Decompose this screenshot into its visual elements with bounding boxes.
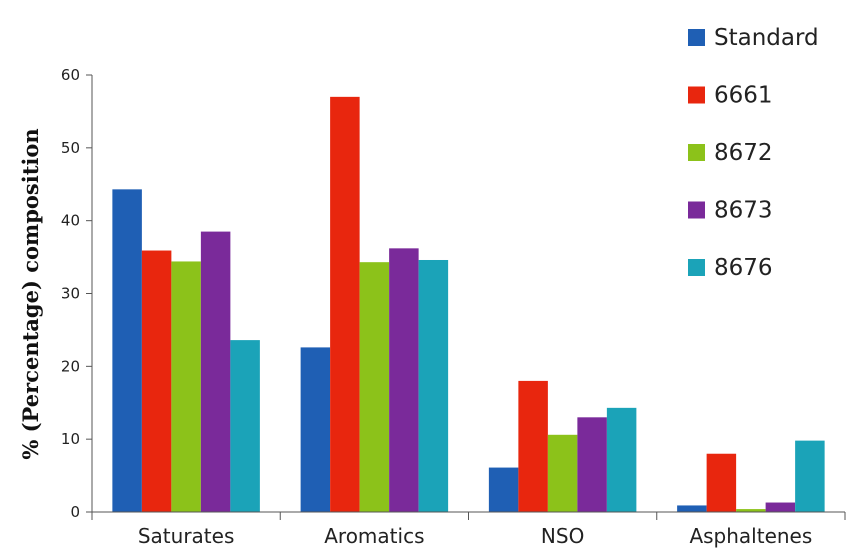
- legend-swatch: [688, 86, 705, 104]
- bar-8673-saturates: [200, 231, 231, 512]
- bar-6661-asphaltenes: [706, 453, 737, 512]
- x-category-label: Asphaltenes: [689, 524, 812, 548]
- bar-standard-saturates: [112, 189, 142, 512]
- bar-6661-aromatics: [330, 96, 360, 512]
- bar-8673-asphaltenes: [765, 502, 796, 512]
- bar-8676-nso: [606, 407, 637, 512]
- y-tick-label: 60: [61, 66, 80, 84]
- legend-swatch: [688, 201, 705, 219]
- bar-8676-aromatics: [418, 259, 449, 512]
- y-axis-label: % (Percentage) composition: [18, 128, 43, 459]
- x-category-label: Saturates: [138, 524, 235, 548]
- legend-swatch: [688, 29, 705, 46]
- legend-label: 8676: [714, 255, 773, 281]
- x-category-label: Aromatics: [324, 524, 424, 548]
- y-tick-label: 40: [61, 212, 80, 230]
- bar-8672-asphaltenes: [736, 509, 766, 512]
- bar-8676-saturates: [230, 340, 260, 512]
- y-tick-label: 30: [61, 285, 80, 303]
- bar-standard-asphaltenes: [677, 505, 707, 512]
- bar-standard-nso: [488, 467, 519, 512]
- y-tick-label: 10: [61, 430, 80, 448]
- bar-6661-saturates: [141, 250, 172, 513]
- legend-label: 8673: [714, 198, 773, 224]
- y-tick-label: 0: [70, 503, 80, 521]
- bar-6661-nso: [518, 380, 548, 512]
- bar-8672-nso: [547, 434, 578, 512]
- y-tick-label: 20: [61, 357, 80, 375]
- bar-8676-asphaltenes: [795, 440, 825, 512]
- legend-swatch: [688, 144, 705, 161]
- legend-label: 6661: [714, 83, 773, 109]
- bar-8673-nso: [577, 417, 607, 512]
- legend-swatch: [688, 259, 705, 276]
- bar-8673-aromatics: [389, 248, 419, 513]
- bar-standard-aromatics: [300, 347, 331, 512]
- x-category-label: NSO: [541, 524, 584, 548]
- bar-8672-aromatics: [359, 262, 390, 512]
- legend-label: Standard: [714, 25, 819, 51]
- legend-label: 8672: [714, 140, 773, 166]
- bar-8672-saturates: [171, 261, 201, 512]
- y-tick-label: 50: [61, 139, 80, 157]
